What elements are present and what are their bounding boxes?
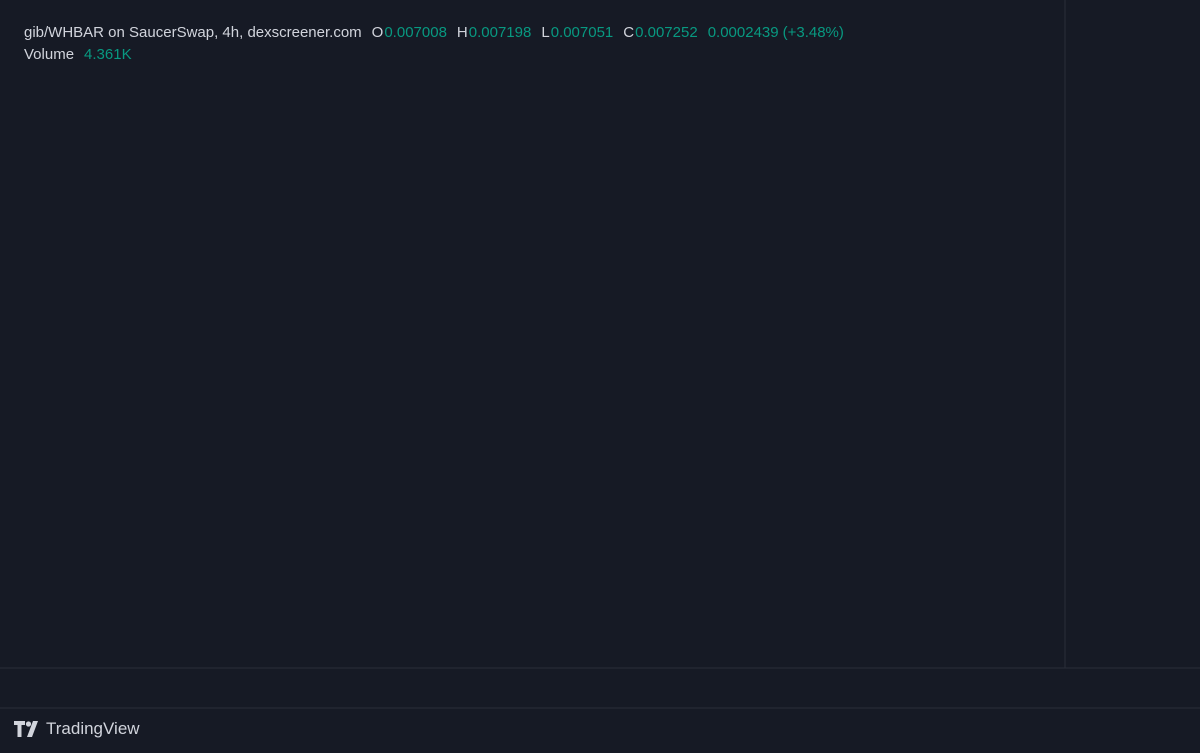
footer[interactable]: TradingView bbox=[14, 719, 140, 739]
legend-value: 0.007051 bbox=[550, 24, 614, 41]
legend-change-pct: (+3.48%) bbox=[782, 24, 844, 41]
volume-label: Volume bbox=[24, 46, 75, 63]
tradingview-logo bbox=[14, 721, 38, 737]
legend-ohlc: gib/WHBAR on SaucerSwap, 4h, dexscreener… bbox=[24, 24, 854, 41]
legend-value: 0.007008 bbox=[384, 24, 447, 41]
legend-volume: Volume 4.361K bbox=[24, 46, 142, 63]
volume-value: 4.361K bbox=[84, 46, 132, 63]
legend-value: 0.007198 bbox=[468, 24, 532, 41]
legend-key: L bbox=[541, 24, 550, 41]
legend-change: 0.0002439 bbox=[707, 24, 779, 41]
symbol: gib/WHBAR on SaucerSwap, 4h, dexscreener… bbox=[24, 24, 362, 41]
legend-value: 0.007252 bbox=[635, 24, 698, 41]
brand: TradingView bbox=[46, 719, 140, 738]
legend-key: O bbox=[371, 24, 384, 41]
legend-key: H bbox=[456, 24, 468, 41]
legend-key: C bbox=[623, 24, 635, 41]
